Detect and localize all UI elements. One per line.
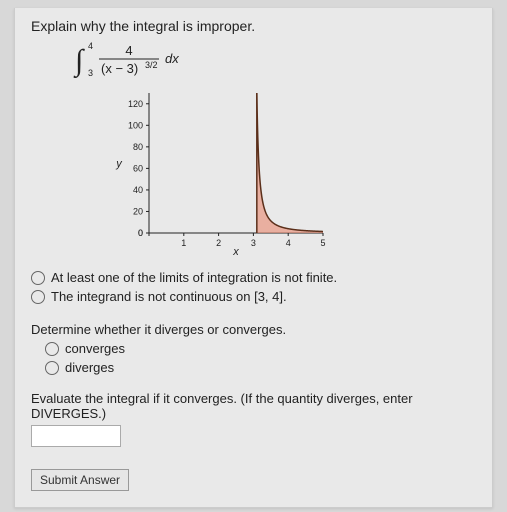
svg-text:3: 3 xyxy=(251,238,256,248)
option-not-continuous[interactable]: The integrand is not continuous on [3, 4… xyxy=(31,289,476,304)
option-label: At least one of the limits of integratio… xyxy=(51,270,337,285)
radio-icon xyxy=(31,290,45,304)
answer-input[interactable] xyxy=(31,425,121,447)
svg-text:40: 40 xyxy=(133,185,143,195)
radio-icon xyxy=(31,271,45,285)
prompt-evaluate: Evaluate the integral if it converges. (… xyxy=(31,391,476,421)
radio-icon xyxy=(45,361,59,375)
svg-text:∫: ∫ xyxy=(73,44,85,79)
svg-text:y: y xyxy=(115,158,123,170)
svg-text:4: 4 xyxy=(286,238,291,248)
chart-region: 020406080100120123450xy xyxy=(111,87,476,260)
prompt-explain: Explain why the integral is improper. xyxy=(31,18,476,34)
svg-text:60: 60 xyxy=(133,163,143,173)
integral-upper: 4 xyxy=(88,41,93,51)
svg-text:0: 0 xyxy=(138,228,143,238)
svg-text:5: 5 xyxy=(320,238,325,248)
option-label: converges xyxy=(65,341,125,356)
options-reason: At least one of the limits of integratio… xyxy=(31,270,476,304)
integral-chart: 020406080100120123450xy xyxy=(111,87,331,257)
option-label: The integrand is not continuous on [3, 4… xyxy=(51,289,287,304)
svg-text:120: 120 xyxy=(128,99,143,109)
integral-lower: 3 xyxy=(88,68,93,78)
svg-text:2: 2 xyxy=(216,238,221,248)
integral-dx: dx xyxy=(165,51,179,66)
integral-denom-exp: 3/2 xyxy=(145,60,158,70)
radio-icon xyxy=(45,342,59,356)
option-converges[interactable]: converges xyxy=(45,341,476,356)
option-diverges[interactable]: diverges xyxy=(45,360,476,375)
integral-numerator: 4 xyxy=(125,43,132,58)
prompt-determine: Determine whether it diverges or converg… xyxy=(31,322,476,337)
option-label: diverges xyxy=(65,360,114,375)
svg-text:80: 80 xyxy=(133,142,143,152)
svg-text:x: x xyxy=(232,246,239,257)
integral-denom-base: (x − 3) xyxy=(101,61,138,76)
integral-expression: ∫ 3 4 4 (x − 3) 3/2 dx xyxy=(71,40,476,83)
option-limits-not-finite[interactable]: At least one of the limits of integratio… xyxy=(31,270,476,285)
svg-text:1: 1 xyxy=(181,238,186,248)
svg-text:100: 100 xyxy=(128,120,143,130)
submit-button[interactable]: Submit Answer xyxy=(31,469,129,491)
options-convergence: converges diverges xyxy=(45,341,476,375)
question-card: Explain why the integral is improper. ∫ … xyxy=(14,8,493,508)
svg-text:20: 20 xyxy=(133,206,143,216)
